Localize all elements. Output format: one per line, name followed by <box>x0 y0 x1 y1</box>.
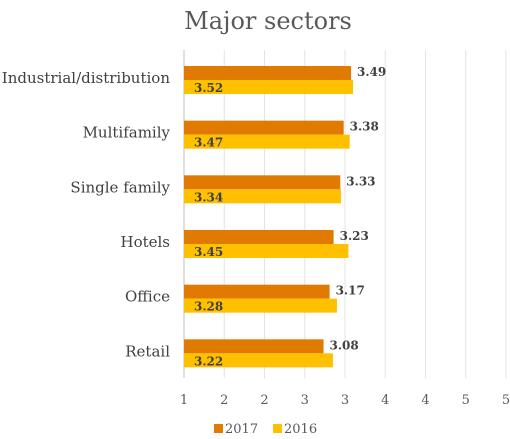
x-tick-label: 5 <box>462 393 470 408</box>
category-label: Office <box>125 288 170 306</box>
x-tick-label: 5 <box>502 393 510 408</box>
category-label: Multifamily <box>83 124 171 142</box>
data-label: 3.38 <box>350 120 379 134</box>
data-label: 3.33 <box>346 174 375 188</box>
data-label: 3.52 <box>194 81 223 95</box>
legend: 2017 2016 <box>214 422 317 437</box>
data-label: 3.17 <box>336 284 365 298</box>
x-tick-label: 3 <box>341 393 349 408</box>
legend-swatch-2017 <box>214 424 223 433</box>
x-tick-label: 4 <box>421 393 429 408</box>
data-label: 3.34 <box>194 190 223 204</box>
data-label: 3.49 <box>357 65 386 79</box>
x-tick-label: 2 <box>220 393 228 408</box>
data-label: 3.47 <box>194 136 223 150</box>
bar-2017 <box>184 230 334 244</box>
bar-2017 <box>184 339 324 353</box>
x-tick-label: 4 <box>381 393 389 408</box>
bars <box>184 66 353 367</box>
data-label: 3.08 <box>330 338 359 352</box>
x-tick-label: 1 <box>180 393 188 408</box>
gridlines <box>184 50 506 378</box>
x-tick-label: 3 <box>301 393 309 408</box>
bar-2017 <box>184 66 351 80</box>
legend-label: 2017 <box>225 422 258 437</box>
category-label: Industrial/distribution <box>2 69 171 87</box>
category-labels: Industrial/distribution Multifamily Single… <box>2 69 171 360</box>
bar-2017 <box>184 175 340 189</box>
category-label: Single family <box>70 178 170 196</box>
data-label: 3.23 <box>340 229 369 243</box>
x-tick-label: 2 <box>260 393 268 408</box>
category-label: Hotels <box>120 233 170 251</box>
x-axis-ticks: 1 2 2 3 3 4 4 5 5 <box>180 393 510 408</box>
legend-label: 2016 <box>284 422 317 437</box>
data-label: 3.22 <box>194 354 223 368</box>
category-label: Retail <box>125 342 170 360</box>
chart-title: Major sectors <box>184 7 352 35</box>
data-label: 3.45 <box>194 245 223 259</box>
bar-2017 <box>184 285 330 299</box>
legend-swatch-2016 <box>273 424 282 433</box>
data-labels: 3.49 3.52 3.38 3.47 3.33 3.34 3.23 3.45 3.17 3.28… <box>194 65 386 368</box>
data-label: 3.28 <box>194 300 223 314</box>
bar-2017 <box>184 121 344 135</box>
